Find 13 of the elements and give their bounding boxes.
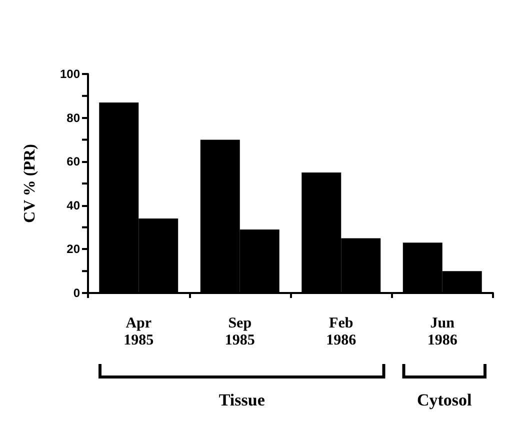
x-tick-label: Sep 1985	[224, 316, 255, 348]
y-tick-label: 80	[66, 110, 80, 125]
y-axis-title: CV % (PR)	[22, 144, 38, 223]
y-tick-label: 0	[73, 286, 80, 300]
x-tick-label: Jun 1986	[427, 316, 458, 348]
y-tick-label: 60	[66, 154, 80, 169]
text: Cytosol	[416, 390, 472, 410]
x-tick-label: Apr 1985	[124, 316, 154, 348]
y-tick-label: 40	[66, 198, 80, 212]
text: Tissue	[218, 390, 266, 410]
x-tick-label: Feb 1986	[326, 316, 357, 348]
y-tick-label: 20	[66, 242, 80, 256]
y-tick-label: 100	[60, 67, 80, 81]
